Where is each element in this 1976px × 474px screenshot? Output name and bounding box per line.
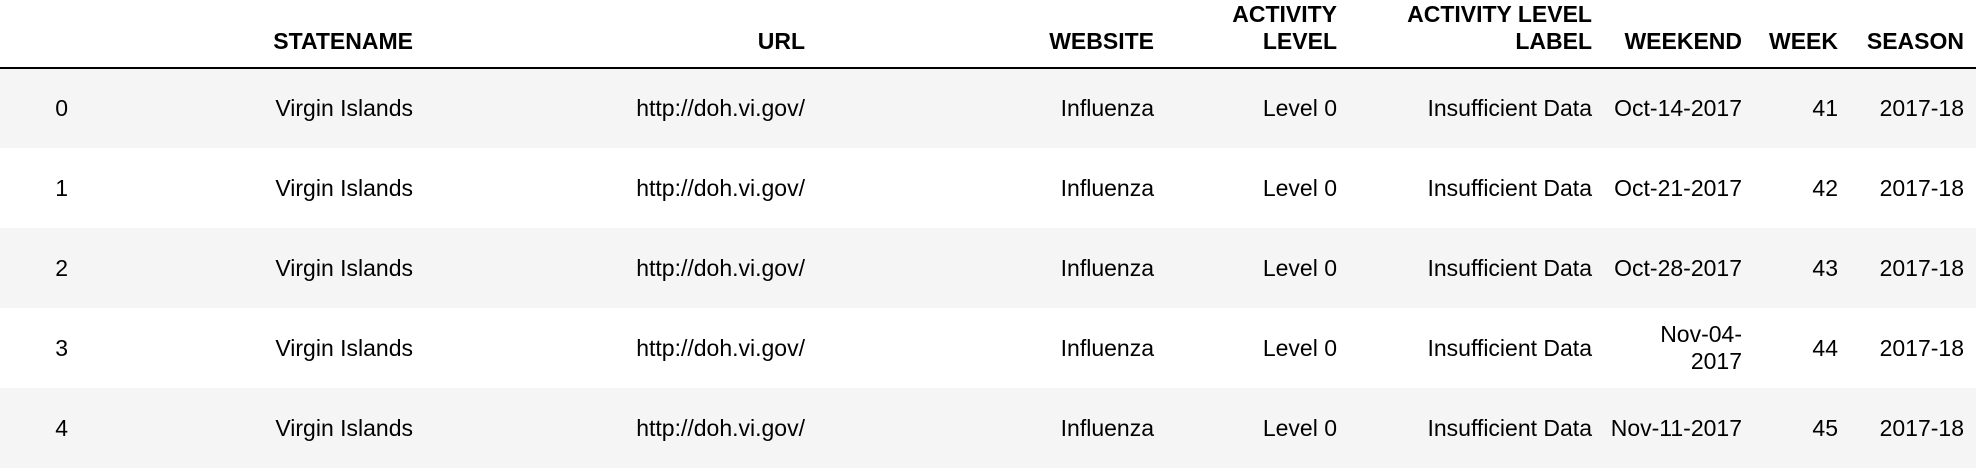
cell-url: http://doh.vi.gov/ bbox=[636, 254, 805, 281]
cell-season: 2017-18 bbox=[1879, 414, 1964, 441]
cell-activity-level-label: Insufficient Data bbox=[1427, 254, 1592, 281]
cell-weekend: Oct-21-2017 bbox=[1614, 174, 1742, 201]
cell-url: http://doh.vi.gov/ bbox=[636, 334, 805, 361]
header-url: URL bbox=[425, 0, 817, 69]
table-header: STATENAME URL WEBSITE ACTIVITY LEVEL ACT… bbox=[0, 0, 1976, 69]
cell-url: http://doh.vi.gov/ bbox=[636, 174, 805, 201]
cell-website: Influenza bbox=[1060, 334, 1154, 361]
cell-weekend: Oct-28-2017 bbox=[1614, 254, 1742, 281]
cell-activity-level-label: Insufficient Data bbox=[1427, 174, 1592, 201]
cell-statename: Virgin Islands bbox=[275, 95, 413, 121]
header-week: WEEK bbox=[1754, 0, 1850, 69]
cell-week: 41 bbox=[1812, 95, 1838, 121]
cell-website: Influenza bbox=[1060, 414, 1154, 441]
cell-statename: Virgin Islands bbox=[275, 254, 413, 281]
row-index: 0 bbox=[55, 95, 68, 121]
cell-activity-level-label: Insufficient Data bbox=[1427, 334, 1592, 361]
header-index bbox=[0, 0, 80, 69]
table-body: 0 Virgin Islands http://doh.vi.gov/ Infl… bbox=[0, 68, 1976, 468]
table-row: 4 Virgin Islands http://doh.vi.gov/ Infl… bbox=[0, 388, 1976, 468]
cell-weekend: Nov-11-2017 bbox=[1610, 414, 1742, 441]
header-season: SEASON bbox=[1850, 0, 1976, 69]
cell-season: 2017-18 bbox=[1879, 174, 1964, 201]
cell-activity-level: Level 0 bbox=[1262, 254, 1337, 281]
row-index: 1 bbox=[55, 174, 68, 201]
row-index: 3 bbox=[55, 334, 68, 361]
cell-activity-level-label: Insufficient Data bbox=[1427, 414, 1592, 441]
cell-website: Influenza bbox=[1060, 254, 1154, 281]
row-index: 4 bbox=[55, 414, 68, 441]
cell-statename: Virgin Islands bbox=[275, 174, 413, 201]
table-row: 3 Virgin Islands http://doh.vi.gov/ Infl… bbox=[0, 308, 1976, 388]
cell-url: http://doh.vi.gov/ bbox=[636, 414, 805, 441]
header-row: STATENAME URL WEBSITE ACTIVITY LEVEL ACT… bbox=[0, 0, 1976, 69]
cell-website: Influenza bbox=[1060, 95, 1154, 121]
cell-week: 42 bbox=[1812, 174, 1838, 201]
cell-activity-level: Level 0 bbox=[1262, 334, 1337, 361]
table-row: 0 Virgin Islands http://doh.vi.gov/ Infl… bbox=[0, 68, 1976, 148]
cell-statename: Virgin Islands bbox=[275, 334, 413, 361]
cell-website: Influenza bbox=[1060, 174, 1154, 201]
cell-season: 2017-18 bbox=[1879, 95, 1964, 121]
cell-week: 45 bbox=[1812, 414, 1838, 441]
header-activity-level: ACTIVITY LEVEL bbox=[1166, 0, 1349, 69]
cell-activity-level: Level 0 bbox=[1262, 414, 1337, 441]
cell-week: 44 bbox=[1812, 334, 1838, 361]
cell-week: 43 bbox=[1812, 254, 1838, 281]
cell-season: 2017-18 bbox=[1879, 334, 1964, 361]
cell-statename: Virgin Islands bbox=[275, 414, 413, 441]
header-weekend: WEEKEND bbox=[1604, 0, 1754, 69]
header-website: WEBSITE bbox=[817, 0, 1166, 69]
header-statename: STATENAME bbox=[80, 0, 425, 69]
cell-activity-level: Level 0 bbox=[1262, 95, 1337, 121]
cell-activity-level-label: Insufficient Data bbox=[1427, 95, 1592, 121]
row-index: 2 bbox=[55, 254, 68, 281]
cell-weekend: Oct-14-2017 bbox=[1614, 95, 1742, 121]
table-row: 2 Virgin Islands http://doh.vi.gov/ Infl… bbox=[0, 228, 1976, 308]
cell-url: http://doh.vi.gov/ bbox=[636, 95, 805, 121]
cell-season: 2017-18 bbox=[1879, 254, 1964, 281]
cell-activity-level: Level 0 bbox=[1262, 174, 1337, 201]
cell-weekend: Nov-04-2017 bbox=[1660, 321, 1742, 374]
table-row: 1 Virgin Islands http://doh.vi.gov/ Infl… bbox=[0, 148, 1976, 228]
header-activity-level-label: ACTIVITY LEVEL LABEL bbox=[1349, 0, 1604, 69]
